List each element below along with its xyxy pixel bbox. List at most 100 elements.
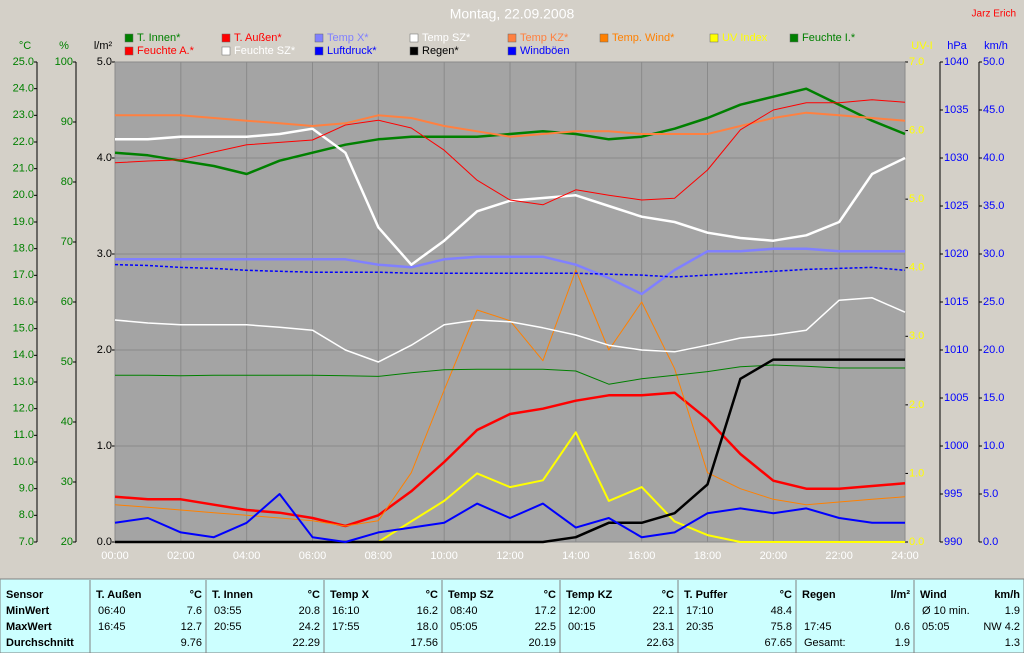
cell-label: 00:15 — [568, 621, 596, 633]
y-tick-label: 13.0 — [13, 376, 34, 388]
x-tick-label: 08:00 — [365, 550, 393, 562]
row-label: MaxWert — [6, 621, 52, 633]
cell-label: Ø 10 min. — [922, 605, 970, 617]
row-label: Sensor — [6, 589, 44, 601]
y-axis-label: UV-I — [911, 40, 932, 52]
y-tick-label: 23.0 — [13, 109, 34, 121]
y-tick-label: 1015 — [944, 296, 968, 308]
y-tick-label: 7.0 — [19, 536, 34, 548]
series-line — [114, 391, 906, 528]
y-tick-label: 1020 — [944, 248, 968, 260]
series-line — [114, 99, 906, 206]
cell-label: 08:40 — [450, 605, 478, 617]
y-tick-label: 25.0 — [983, 296, 1004, 308]
cell-value: 23.1 — [653, 621, 674, 633]
y-tick-label: 70 — [61, 236, 73, 248]
row-label: Durchschnitt — [6, 637, 74, 649]
cell-label: 05:05 — [922, 621, 950, 633]
legend-label: T. Innen* — [137, 32, 181, 44]
cell-value: 20.8 — [299, 605, 320, 617]
y-tick-label: 24.0 — [13, 83, 34, 95]
cell-value: 22.29 — [292, 637, 320, 649]
y-tick-label: 15.0 — [983, 392, 1004, 404]
column-unit: °C — [190, 589, 202, 601]
series-line — [115, 111, 906, 138]
y-tick-label: 1.0 — [97, 440, 112, 452]
y-tick-label: 30.0 — [983, 248, 1004, 260]
cell-label: 17:45 — [804, 621, 832, 633]
cell-value: 22.5 — [535, 621, 556, 633]
legend-swatch — [314, 46, 324, 56]
cell-value: 16.2 — [417, 605, 438, 617]
x-tick-label: 00:00 — [101, 550, 129, 562]
legend-swatch — [314, 33, 324, 43]
cell-value: 20.19 — [528, 637, 556, 649]
cell-label: 06:40 — [98, 605, 126, 617]
column-title: T. Puffer — [684, 589, 728, 601]
legend-swatch — [507, 33, 517, 43]
y-tick-label: 0.0 — [909, 536, 924, 548]
y-tick-label: 9.0 — [19, 483, 34, 495]
legend-swatch — [789, 33, 799, 43]
y-axis-label: % — [59, 40, 69, 52]
cell-value: 67.65 — [764, 637, 792, 649]
series-line — [114, 269, 906, 527]
cell-value: 9.76 — [181, 637, 202, 649]
column-title: T. Innen — [212, 589, 253, 601]
x-tick-label: 24:00 — [891, 550, 919, 562]
legend-label: Feuchte I.* — [802, 32, 856, 44]
legend-label: Temp SZ* — [422, 32, 471, 44]
series-line — [114, 87, 906, 176]
y-tick-label: 22.0 — [13, 136, 34, 148]
cell-label: 17:55 — [332, 621, 360, 633]
legend-label: Luftdruck* — [327, 45, 377, 57]
y-tick-label: 995 — [944, 488, 962, 500]
y-tick-label: 18.0 — [13, 243, 34, 255]
cell-value: NW 4.2 — [983, 621, 1020, 633]
legend-swatch — [709, 33, 719, 43]
cell-label: 16:45 — [98, 621, 126, 633]
column-unit: °C — [426, 589, 438, 601]
y-tick-label: 4.0 — [97, 152, 112, 164]
legend-swatch — [507, 46, 517, 56]
legend-label: Windböen — [520, 45, 570, 57]
y-tick-label: 90 — [61, 116, 73, 128]
x-tick-label: 14:00 — [562, 550, 590, 562]
column-unit: °C — [780, 589, 792, 601]
cell-value: 17.2 — [535, 605, 556, 617]
y-tick-label: 0.0 — [983, 536, 998, 548]
y-tick-label: 8.0 — [19, 509, 34, 521]
y-tick-label: 21.0 — [13, 163, 34, 175]
y-tick-label: 25.0 — [13, 56, 34, 68]
series-line — [114, 493, 905, 543]
legend-label: Temp X* — [327, 32, 369, 44]
y-tick-label: 30 — [61, 476, 73, 488]
y-tick-label: 1010 — [944, 344, 968, 356]
x-tick-label: 10:00 — [430, 550, 458, 562]
x-tick-label: 02:00 — [167, 550, 195, 562]
y-tick-label: 60 — [61, 296, 73, 308]
y-tick-label: 100 — [55, 56, 73, 68]
y-tick-label: 17.0 — [13, 269, 34, 281]
column-title: Regen — [802, 589, 836, 601]
y-tick-label: 1030 — [944, 152, 968, 164]
y-tick-label: 3.0 — [909, 330, 924, 342]
author: Jarz Erich — [972, 9, 1016, 20]
y-tick-label: 2.0 — [909, 399, 924, 411]
x-tick-label: 16:00 — [628, 550, 656, 562]
y-tick-label: 16.0 — [13, 296, 34, 308]
cell-value: 18.0 — [417, 621, 438, 633]
y-tick-label: 5.0 — [909, 193, 924, 205]
y-axis-label: km/h — [984, 40, 1008, 52]
series-line — [115, 364, 905, 385]
column-unit: °C — [662, 589, 674, 601]
cell-value: 17.56 — [410, 637, 438, 649]
cell-label: 05:05 — [450, 621, 478, 633]
x-tick-label: 12:00 — [496, 550, 524, 562]
cell-label: Gesamt: — [804, 637, 846, 649]
legend-swatch — [221, 46, 231, 56]
y-tick-label: 990 — [944, 536, 962, 548]
series-line — [115, 127, 906, 266]
cell-value: 75.8 — [771, 621, 792, 633]
